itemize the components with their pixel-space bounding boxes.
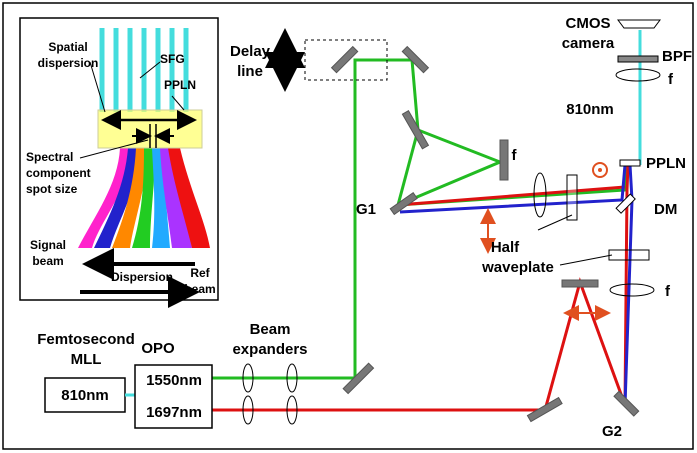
label: Beam expanders — [232, 321, 307, 358]
inset-frame — [19, 17, 219, 301]
grating — [389, 191, 418, 216]
mirror — [330, 45, 359, 74]
label: G1 — [356, 201, 376, 218]
leader — [537, 214, 573, 231]
sfg-beams — [99, 28, 189, 112]
filter — [617, 55, 659, 63]
label: 1697nm — [146, 404, 202, 421]
label: BPF — [662, 48, 692, 65]
leader — [139, 61, 161, 79]
red-beam — [397, 185, 626, 207]
label: SFG — [160, 52, 185, 66]
lens — [609, 283, 655, 297]
waveplate — [566, 174, 578, 221]
optics — [44, 19, 661, 429]
blue-beam — [399, 164, 627, 214]
label: 810nm — [61, 387, 109, 404]
crystal — [619, 159, 641, 167]
label: Signal beam — [30, 238, 66, 268]
lens — [615, 68, 661, 82]
label: PPLN — [646, 155, 686, 172]
polarization — [598, 168, 602, 172]
delay-box — [304, 39, 388, 81]
mirror — [526, 396, 563, 423]
camera — [617, 19, 661, 29]
label: 1550nm — [146, 372, 202, 389]
mll-box — [44, 377, 126, 413]
label: 810nm — [566, 101, 614, 118]
leader — [559, 254, 613, 266]
label: PPLN — [164, 78, 196, 92]
label: Spectral component spot size — [26, 150, 91, 196]
lens — [533, 172, 547, 218]
label: Half waveplate — [481, 239, 554, 276]
label: f — [665, 283, 671, 300]
label: OPO — [141, 340, 175, 357]
label: Spatial dispersion — [38, 40, 99, 70]
label: G2 — [602, 423, 622, 440]
polarization — [592, 162, 608, 178]
mirror — [499, 139, 509, 181]
label: f — [512, 147, 518, 164]
dichroic — [615, 193, 636, 214]
inset: Spatial dispersion SFG PPLN Spectral compo… — [19, 17, 219, 308]
opo-box — [134, 364, 213, 429]
mirror — [561, 279, 599, 288]
label: DM — [654, 201, 677, 218]
label: Delay line — [230, 43, 271, 80]
mirror — [401, 45, 430, 74]
label: f — [668, 71, 674, 88]
label: Dispersion — [111, 270, 173, 284]
labels: Delay line G1 f Half waveplate CMOS camera … — [37, 15, 692, 440]
expanders — [242, 363, 298, 425]
grating — [613, 390, 640, 417]
leader — [171, 95, 185, 111]
red-beam — [212, 164, 630, 412]
mirror — [342, 362, 375, 395]
waveplate — [608, 249, 650, 261]
label: CMOS camera — [562, 15, 615, 52]
leader — [89, 61, 106, 113]
leader — [79, 139, 149, 159]
label: Ref beam — [184, 266, 215, 296]
fan-beams — [78, 148, 210, 248]
mirror — [401, 109, 430, 150]
label: Femtosecond MLL — [37, 331, 135, 368]
green-beam — [396, 129, 420, 206]
